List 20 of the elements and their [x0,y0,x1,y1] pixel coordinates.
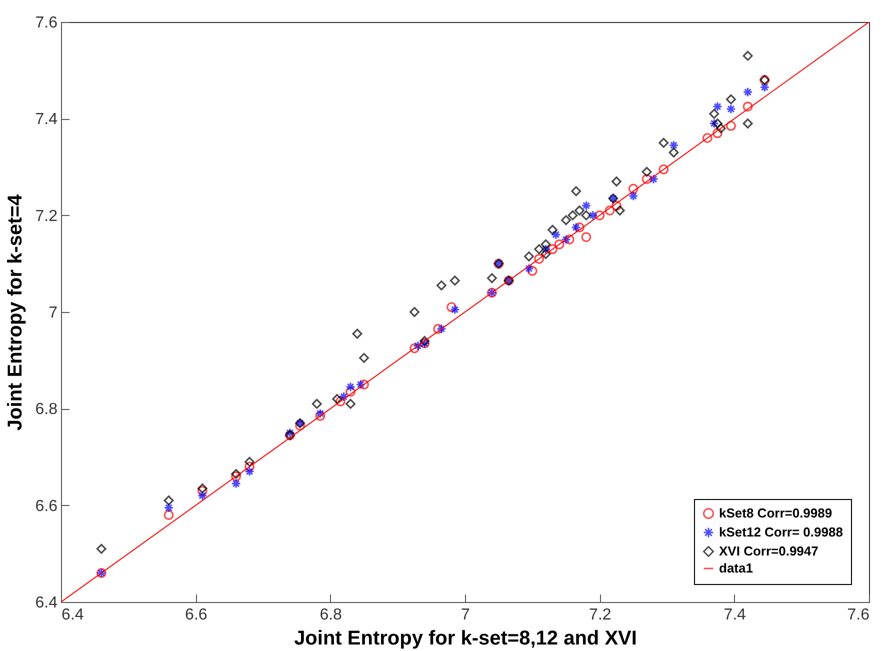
x-tick-label: 7.4 [724,606,746,624]
x-tick-label: 6.6 [185,606,208,624]
y-tick-label: 7 [48,304,58,322]
x-tick-label: 7.6 [847,606,870,624]
x-tick-label: 6.8 [320,606,342,624]
x-axis-title: Joint Entropy for k-set=8,12 and XVI [294,628,637,650]
x-tick-label: 7.2 [589,606,612,624]
legend-label: XVI Corr=0.9947 [719,544,818,558]
legend-label: kSet12 Corr= 0.9988 [719,524,843,540]
y-tick-label: 6.6 [35,498,58,515]
y-tick-label: 6.8 [35,401,58,418]
x-tick-label: 7 [461,606,470,624]
y-axis-title: Joint Entropy for k-set=4 [4,194,26,431]
y-tick-label: 6.4 [35,594,58,612]
legend-label: data1 [719,560,753,576]
y-tick-label: 7.4 [35,111,58,128]
y-tick-label: 7.6 [35,14,58,32]
x-tick-label: 6.4 [62,606,84,624]
legend-label: kSet8 Corr=0.9989 [719,506,832,520]
y-tick-label: 7.2 [35,208,58,225]
